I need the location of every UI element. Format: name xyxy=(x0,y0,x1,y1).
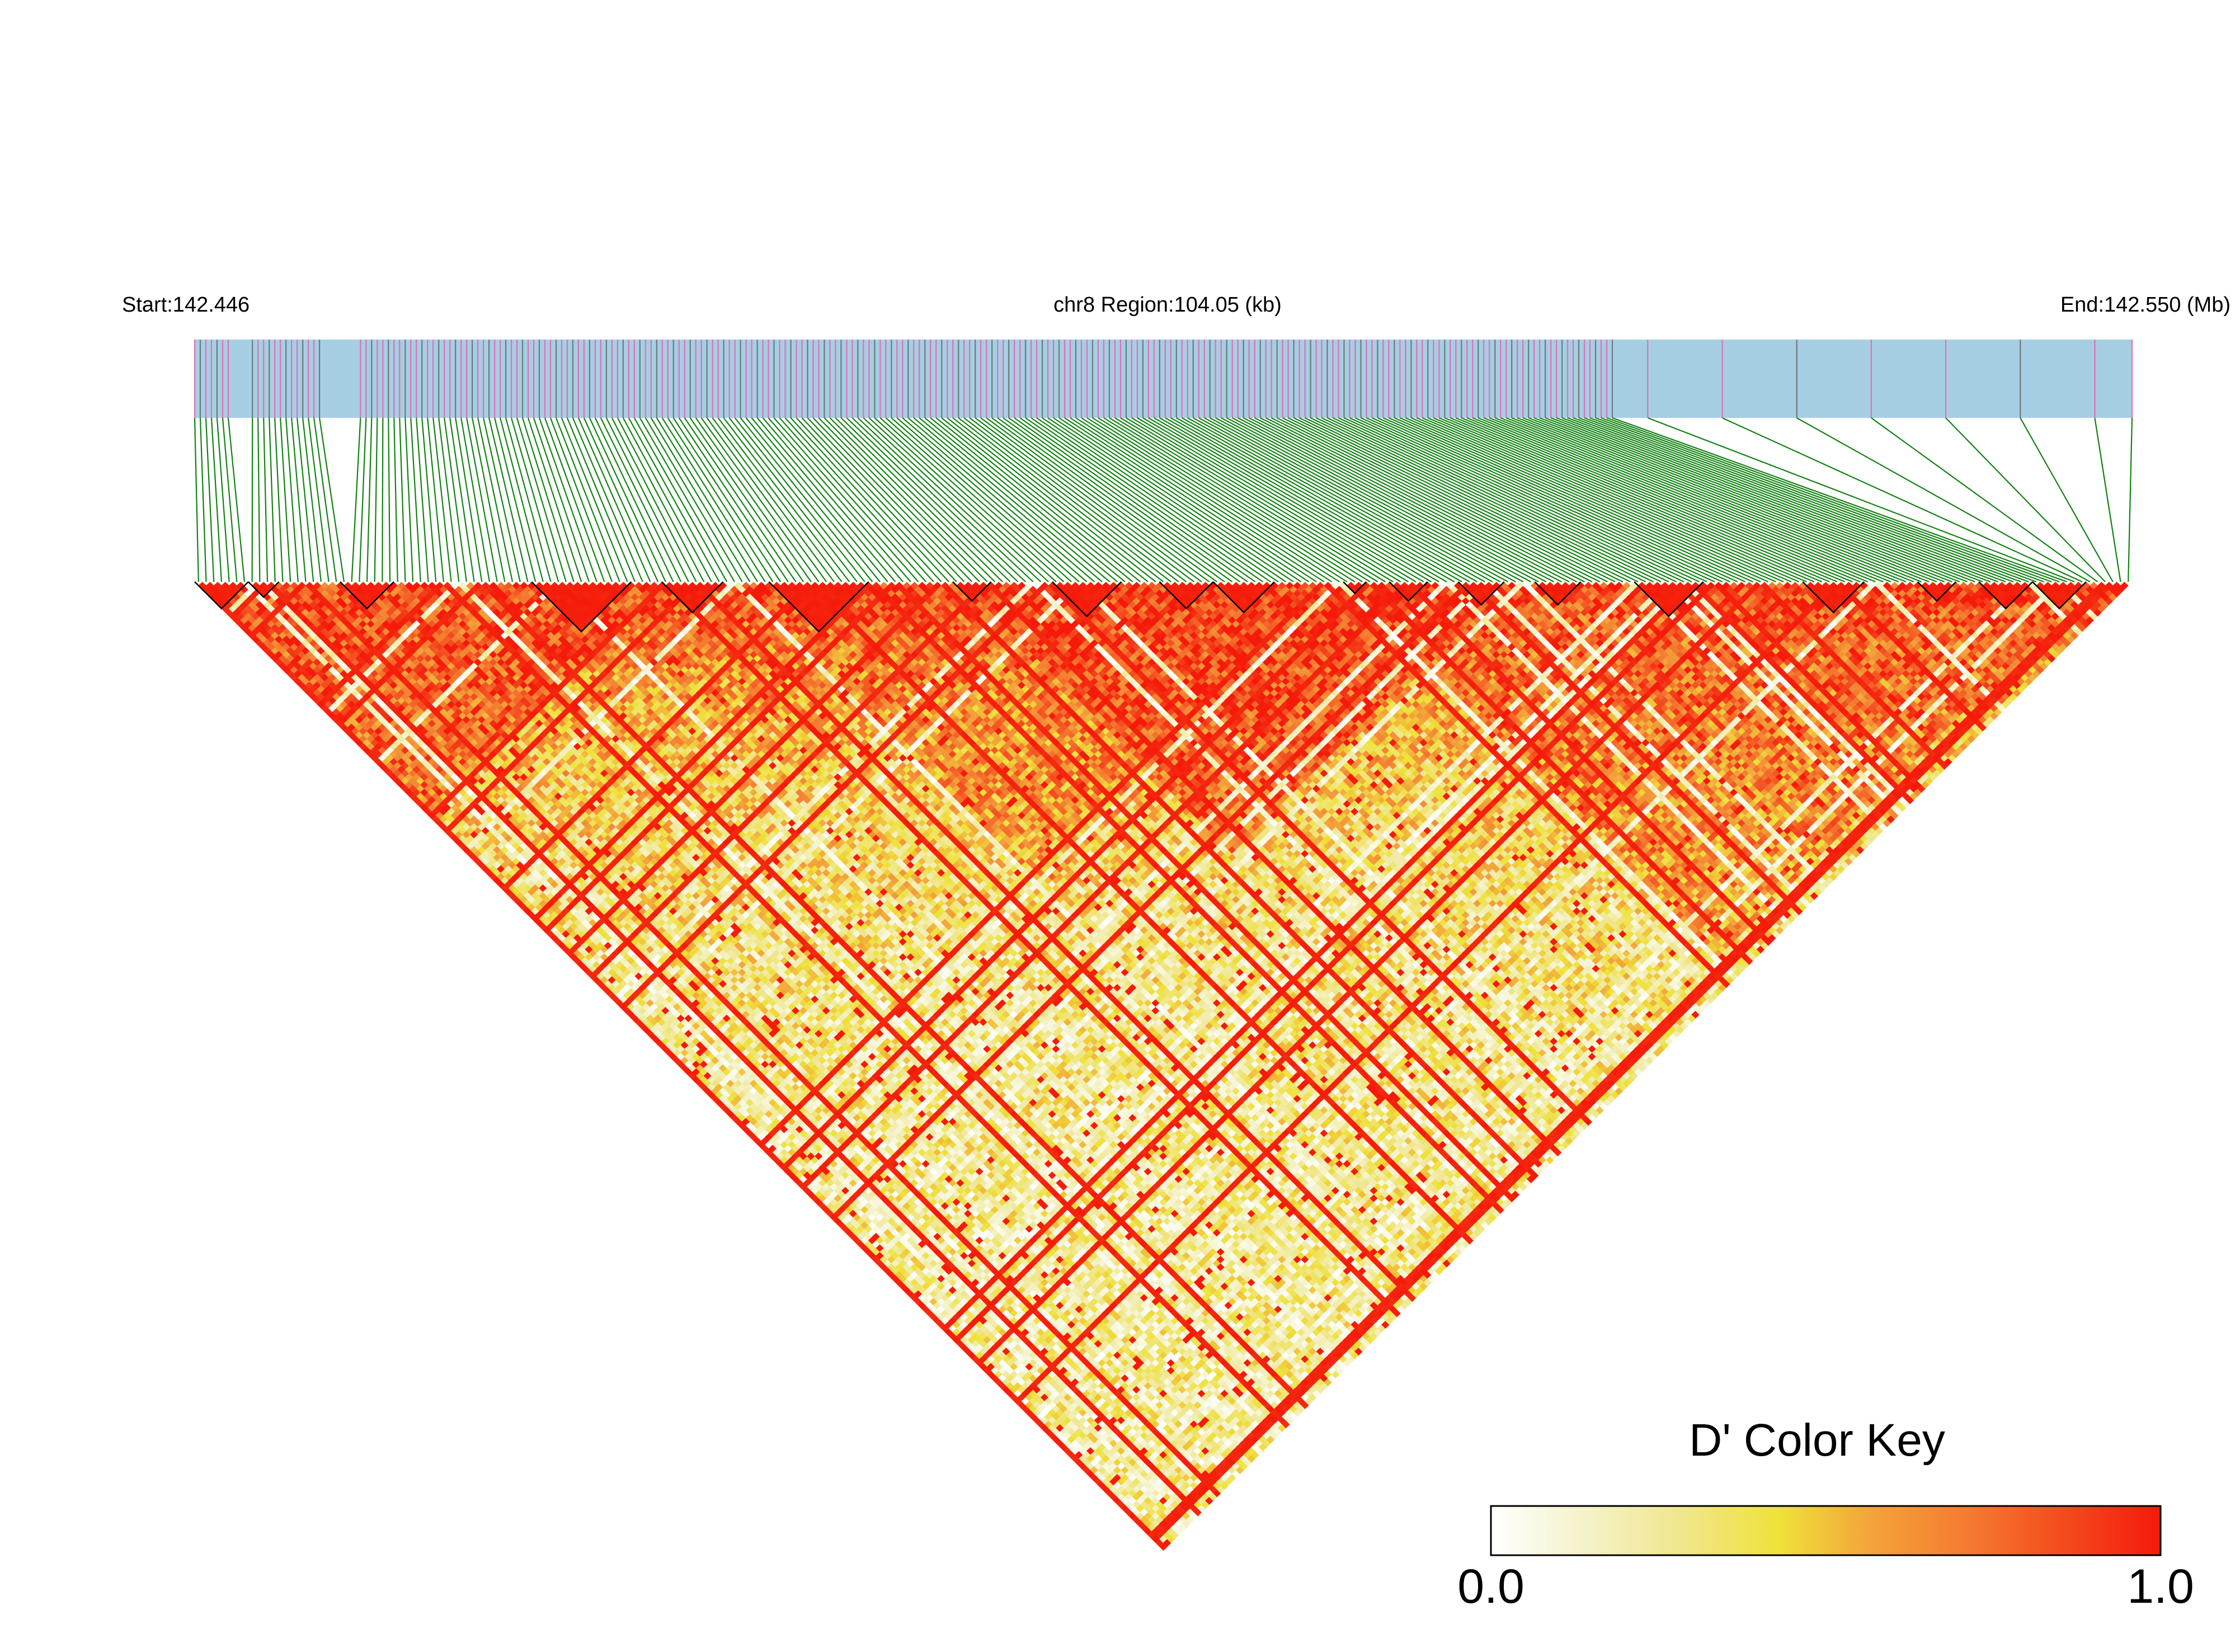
snp-connector xyxy=(964,418,1179,582)
snp-connector xyxy=(623,418,712,582)
snp-connector xyxy=(573,418,643,582)
snp-connector xyxy=(200,418,206,582)
snp-connector xyxy=(763,418,904,582)
snp-connector xyxy=(874,418,1056,582)
snp-connector xyxy=(1328,418,1677,582)
snp-connector xyxy=(1031,418,1271,582)
snp-connector xyxy=(601,418,681,582)
snp-connector xyxy=(269,418,275,582)
snp-connector xyxy=(399,418,405,582)
snp-connector xyxy=(718,418,842,582)
snp-connector xyxy=(223,418,237,582)
snp-connector xyxy=(359,418,366,582)
snp-connector xyxy=(291,418,305,582)
snp-connector xyxy=(651,418,750,582)
snp-connector xyxy=(352,418,361,582)
snp-connector xyxy=(1534,418,1960,582)
snp-connector xyxy=(422,418,436,582)
snp-connector xyxy=(319,418,344,582)
snp-connector xyxy=(986,418,1209,582)
snp-connector xyxy=(511,418,558,582)
snp-connector xyxy=(2128,418,2132,582)
snp-connector xyxy=(195,418,199,582)
snp-connector xyxy=(375,418,378,582)
snp-connector xyxy=(217,418,229,582)
snp-connector xyxy=(824,418,987,582)
snp-connector xyxy=(286,418,298,582)
snp-connector xyxy=(394,418,397,582)
snp-connector xyxy=(578,418,650,582)
snp-connector xyxy=(258,418,260,582)
snp-connector xyxy=(388,418,390,582)
snp-connector xyxy=(455,418,482,582)
snp-connector xyxy=(757,418,896,582)
snp-connector xyxy=(416,418,428,582)
snp-connector xyxy=(713,418,834,582)
snp-connector xyxy=(858,418,1033,582)
snp-connector xyxy=(1596,418,2044,582)
snp-connector xyxy=(382,418,383,582)
snp-connector xyxy=(914,418,1109,582)
snp-connector xyxy=(685,418,796,582)
snp-connector xyxy=(1081,418,1339,582)
snp-connector xyxy=(467,418,497,582)
snp-connector xyxy=(830,418,995,582)
snp-connector-lines xyxy=(195,418,2132,582)
snp-connector xyxy=(852,418,1025,582)
snp-connector xyxy=(674,418,780,582)
snp-connector xyxy=(252,418,253,582)
snp-connector xyxy=(228,418,244,582)
snp-connector xyxy=(461,418,490,582)
snp-track-background xyxy=(195,340,2132,418)
snp-connector xyxy=(450,418,474,582)
snp-connector xyxy=(618,418,704,582)
snp-connector xyxy=(1484,418,1891,582)
ld-heatmap-cells xyxy=(198,582,2129,1551)
snp-connector xyxy=(264,418,267,582)
snp-connector xyxy=(919,418,1117,582)
snp-connector xyxy=(735,418,865,582)
snp-connector xyxy=(367,418,371,582)
snp-connector xyxy=(506,418,550,582)
snp-connector xyxy=(802,418,957,582)
snp-connector xyxy=(1188,418,1485,582)
snp-connector xyxy=(629,418,719,582)
snp-connector xyxy=(1216,418,1523,582)
snp-connector xyxy=(595,418,674,582)
